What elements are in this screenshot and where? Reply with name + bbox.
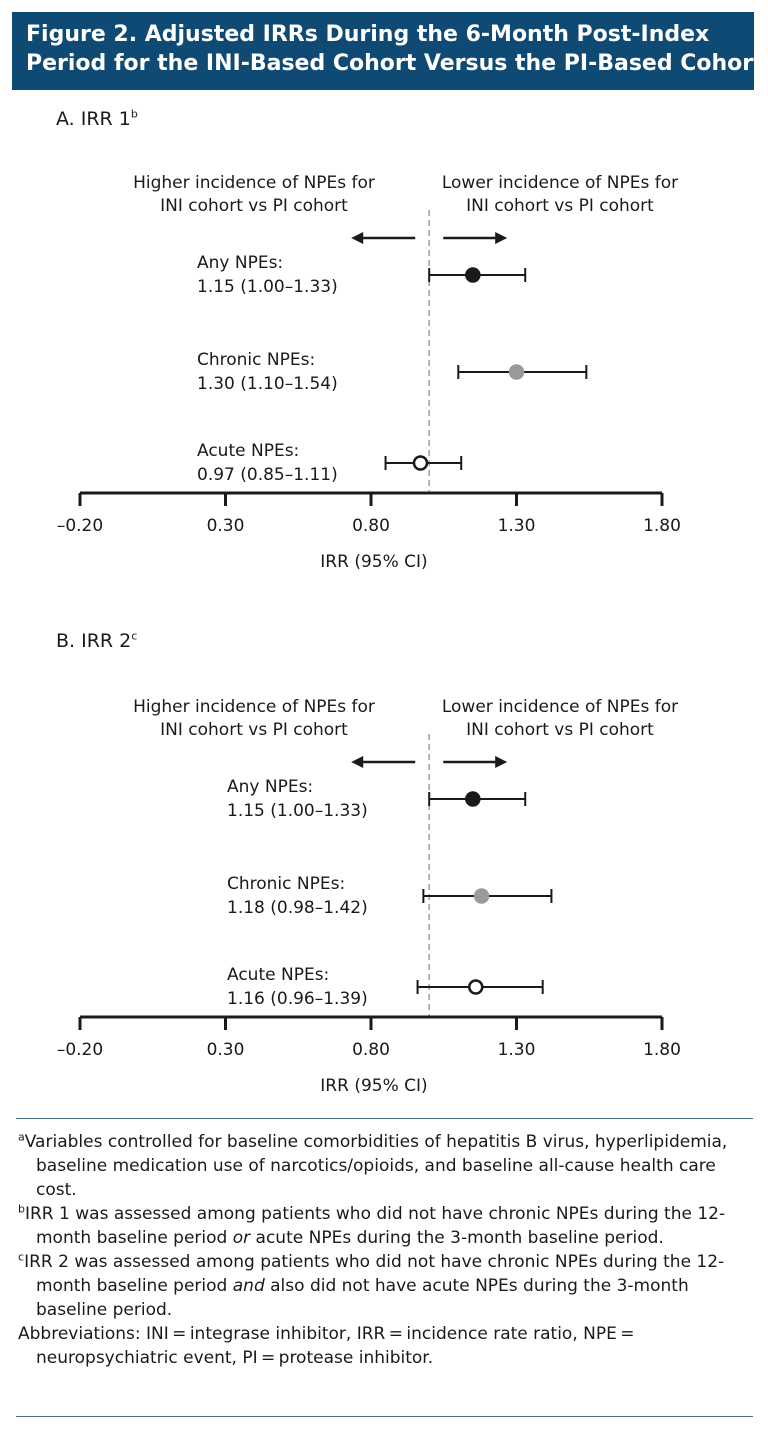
figure-title-footnote-mark: a (764, 51, 768, 66)
plot-b-row-label-0: Any NPEs: (227, 777, 313, 797)
figure-title-line-1: Figure 2. Adjusted IRRs During the 6-Mon… (26, 22, 710, 47)
plot-a-x-tick-label-1: 0.30 (207, 516, 245, 536)
plot-a-left-direction-line-1: Higher incidence of NPEs for (133, 173, 375, 193)
panel-b-title: B. IRR 2c (56, 630, 137, 652)
footnote-a: aVariables controlled for baseline comor… (18, 1130, 748, 1202)
footnote-c: cIRR 2 was assessed among patients who d… (18, 1250, 748, 1322)
plot-b-right-direction-line-2: INI cohort vs PI cohort (466, 720, 654, 740)
plot-a-x-tick-label-4: 1.80 (643, 516, 681, 536)
footnote-c-mark: c (18, 1250, 25, 1264)
footnote-c-text-2: also did not have acute NPEs during the … (36, 1276, 689, 1320)
plot-b-left-direction-line-1: Higher incidence of NPEs for (133, 697, 375, 717)
plot-b-x-tick-label-4: 1.80 (643, 1040, 681, 1060)
panel-a-footnote-mark: b (130, 107, 138, 121)
figure-title-banner: Figure 2. Adjusted IRRs During the 6-Mon… (12, 12, 768, 90)
plot-b-point-estimate-1 (473, 888, 490, 904)
forest-plot-a: Higher incidence of NPEs for INI cohort v… (57, 173, 681, 572)
plot-b-row-label-2: Acute NPEs: (227, 965, 329, 985)
plot-a-x-tick-label-0: –0.20 (57, 516, 103, 536)
figure-title-line-2-text: Period for the INI-Based Cohort Versus t… (26, 51, 764, 76)
footnote-b: bIRR 1 was assessed among patients who d… (18, 1202, 748, 1250)
plot-b-x-tick-label-2: 0.80 (352, 1040, 390, 1060)
footnotes: aVariables controlled for baseline comor… (18, 1130, 748, 1370)
plot-a-point-estimate-0 (465, 267, 481, 283)
footnote-c-text-1: IRR 2 was assessed among patients who di… (24, 1252, 725, 1296)
plot-a-row-estimate-2: 0.97 (0.85–1.11) (197, 465, 338, 485)
plot-a-left-direction-line-2: INI cohort vs PI cohort (160, 196, 348, 216)
plot-a-row-estimate-0: 1.15 (1.00–1.33) (197, 277, 338, 297)
footnote-b-emphasis: or (232, 1228, 251, 1248)
plot-b-point-estimate-2 (468, 979, 484, 995)
plot-b-x-tick-label-1: 0.30 (207, 1040, 245, 1060)
panel-a-label: A. IRR 1 (56, 108, 131, 130)
figure-title-line-2: Period for the INI-Based Cohort Versus t… (26, 49, 768, 78)
plot-a-right-arrow-head (495, 232, 508, 244)
footnote-c-emphasis: and (232, 1276, 265, 1296)
plot-b-row-estimate-0: 1.15 (1.00–1.33) (227, 801, 368, 821)
plot-b-x-axis-label: IRR (95% CI) (320, 1076, 427, 1096)
plot-b-row-estimate-1: 1.18 (0.98–1.42) (227, 898, 368, 918)
plot-a-row-estimate-1: 1.30 (1.10–1.54) (197, 374, 338, 394)
plot-b-left-arrow-head (351, 756, 364, 768)
plot-b-row-label-1: Chronic NPEs: (227, 874, 345, 894)
plot-b-row-estimate-2: 1.16 (0.96–1.39) (227, 989, 368, 1009)
footnote-b-mark: b (18, 1202, 25, 1216)
plot-a-right-direction-line-1: Lower incidence of NPEs for (442, 173, 678, 193)
plot-a-point-estimate-2 (412, 455, 429, 471)
panel-b-footnote-mark: c (131, 629, 138, 643)
footnote-top-rule (16, 1118, 753, 1119)
footnote-b-text-2: acute NPEs during the 3-month baseline p… (250, 1228, 664, 1248)
plot-b-point-estimate-0 (465, 791, 481, 807)
panel-b-label: B. IRR 2 (56, 630, 132, 652)
plot-b-x-tick-label-0: –0.20 (57, 1040, 103, 1060)
plot-a-row-label-1: Chronic NPEs: (197, 350, 315, 370)
plot-a-right-direction-line-2: INI cohort vs PI cohort (466, 196, 654, 216)
footnote-a-mark: a (18, 1130, 25, 1144)
plot-a-left-arrow-head (351, 232, 364, 244)
plot-b-right-arrow-head (495, 756, 508, 768)
plot-b-x-tick-label-3: 1.30 (498, 1040, 536, 1060)
plot-a-point-estimate-1 (508, 364, 525, 380)
footnote-b-text-1: IRR 1 was assessed among patients who di… (24, 1204, 726, 1248)
panel-a-title: A. IRR 1b (56, 108, 138, 130)
plot-a-row-label-2: Acute NPEs: (197, 441, 299, 461)
plot-a-x-tick-label-3: 1.30 (498, 516, 536, 536)
plot-b-right-direction-line-1: Lower incidence of NPEs for (442, 697, 678, 717)
forest-plot-b: Higher incidence of NPEs for INI cohort v… (57, 697, 681, 1096)
plot-a-x-tick-label-2: 0.80 (352, 516, 390, 536)
plot-b-left-direction-line-2: INI cohort vs PI cohort (160, 720, 348, 740)
plot-a-x-axis-label: IRR (95% CI) (320, 552, 427, 572)
plot-a-row-label-0: Any NPEs: (197, 253, 283, 273)
footnote-a-text: Variables controlled for baseline comorb… (24, 1132, 728, 1200)
abbreviations: Abbreviations: INI = integrase inhibitor… (18, 1324, 638, 1368)
footnote-bottom-rule (16, 1416, 753, 1417)
